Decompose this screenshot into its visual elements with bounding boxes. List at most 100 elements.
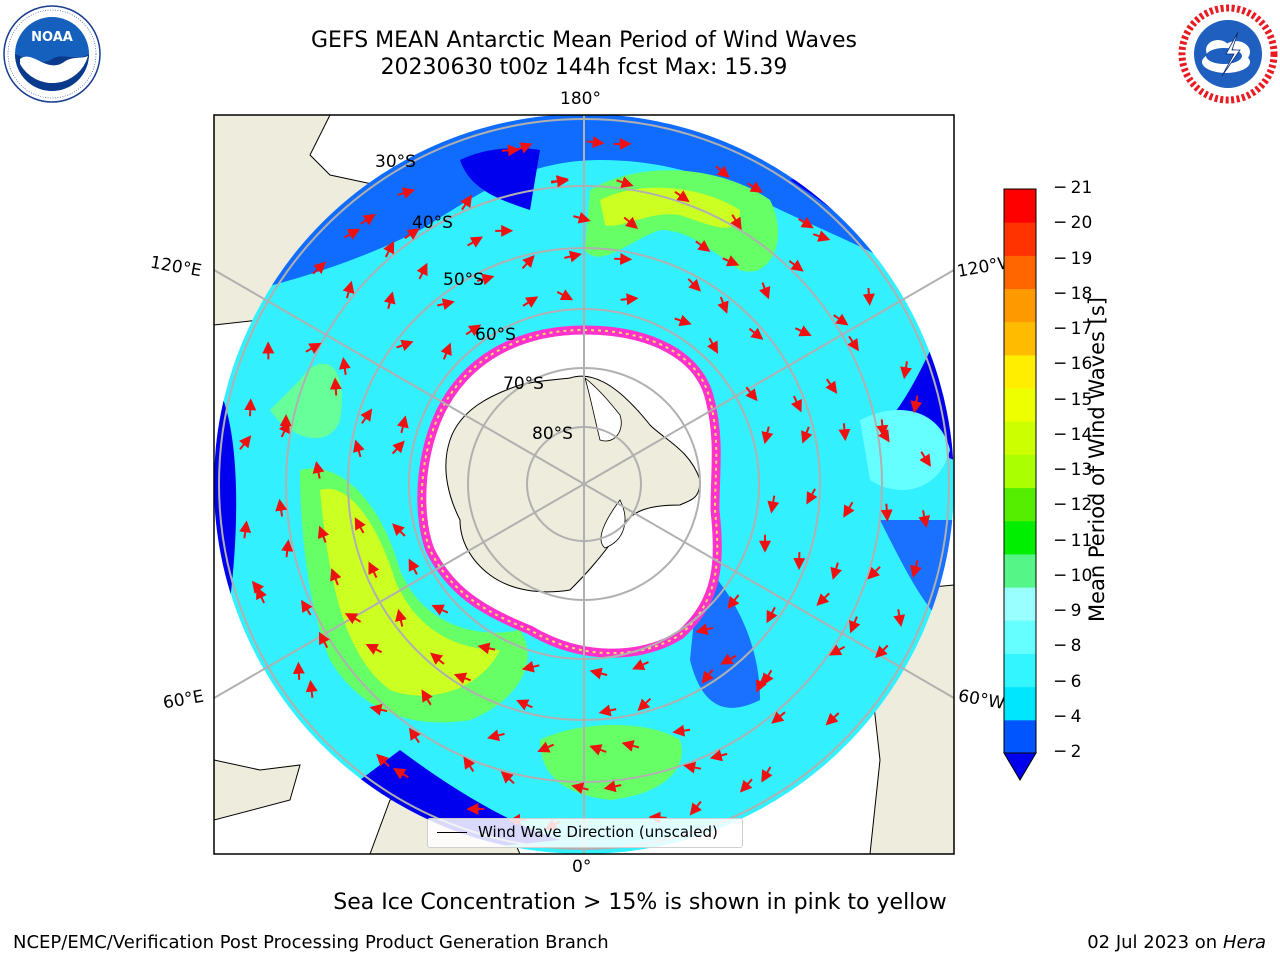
- wind-wave-arrow: [683, 761, 702, 774]
- wind-wave-arrow: [392, 523, 406, 537]
- wind-wave-arrow: [614, 253, 633, 266]
- lon-label-180: 180°: [560, 89, 601, 109]
- wind-wave-arrow: [880, 503, 893, 522]
- wind-wave-arrow: [404, 228, 420, 240]
- wind-wave-arrow: [717, 296, 729, 314]
- wind-wave-arrow: [244, 398, 257, 417]
- wind-wave-arrow: [794, 325, 812, 337]
- legend-label: Wind Wave Direction (unscaled): [478, 823, 718, 841]
- wind-wave-arrow: [767, 495, 780, 514]
- wind-wave-arrow: [383, 291, 396, 310]
- wind-wave-arrow: [365, 643, 383, 655]
- colorbar-under-arrow: [1003, 752, 1037, 781]
- colorbar: [1003, 188, 1037, 781]
- wind-wave-arrow: [918, 510, 931, 528]
- colorbar-tick-label: ─ 2: [1055, 742, 1082, 762]
- wind-wave-arrow: [397, 187, 416, 199]
- chart-subtitle: 20230630 t00z 144h fcst Max: 15.39: [380, 55, 788, 80]
- wind-wave-arrow: [440, 342, 452, 360]
- wind-wave-arrow: [910, 395, 923, 414]
- colorbar-segment: [1004, 553, 1036, 588]
- wind-wave-arrow: [695, 239, 711, 252]
- wind-wave-arrow: [305, 679, 318, 698]
- colorbar-tick-label: ─ 19: [1055, 248, 1093, 269]
- wind-wave-arrow: [465, 324, 482, 337]
- colorbar-tick-label: ─ 16: [1055, 354, 1093, 375]
- wind-wave-arrow: [720, 653, 737, 665]
- lat-label-60s: 60°S: [475, 325, 516, 345]
- colorbar-segment: [1004, 719, 1036, 754]
- colorbar-segment: [1004, 520, 1036, 555]
- wind-wave-arrow: [621, 740, 640, 752]
- wind-wave-arrow: [813, 230, 831, 242]
- colorbar-segment: [1004, 421, 1036, 455]
- wind-wave-arrow: [430, 652, 445, 665]
- wind-wave-arrow: [816, 592, 830, 606]
- lat-label-40s: 40°S: [412, 213, 453, 233]
- colorbar-segment: [1004, 222, 1036, 256]
- wind-wave-arrow: [516, 699, 533, 711]
- colorbar-tick-label: ─ 14: [1055, 424, 1093, 445]
- wind-wave-arrow: [648, 811, 667, 824]
- colorbar-tick-label: ─ 4: [1055, 706, 1082, 727]
- wind-wave-arrow: [788, 259, 804, 272]
- wind-wave-arrow: [564, 250, 582, 263]
- wind-wave-arrow: [521, 255, 535, 269]
- wind-wave-arrow: [501, 144, 520, 157]
- wind-wave-arrow: [747, 181, 763, 193]
- wind-wave-arrow: [843, 501, 855, 518]
- wind-wave-arrow: [573, 211, 591, 224]
- wind-wave-arrow: [919, 451, 931, 467]
- wind-wave-arrow: [833, 313, 849, 326]
- wind-wave-arrow: [709, 749, 728, 762]
- wind-wave-arrow: [828, 644, 846, 656]
- wind-wave-arrow: [392, 768, 409, 780]
- wind-wave-arrow: [825, 712, 840, 726]
- wind-wave-arrow: [281, 539, 294, 558]
- wind-wave-arrow: [632, 659, 649, 671]
- wind-wave-arrow: [376, 753, 390, 768]
- colorbar-tick-label: ─ 11: [1055, 530, 1093, 551]
- colorbar-tick-label: ─ 15: [1055, 389, 1093, 410]
- wind-wave-arrow: [383, 240, 395, 258]
- colorbar-segment: [1004, 620, 1036, 654]
- colorbar-segment: [1004, 388, 1036, 422]
- colorbar-segment: [1004, 653, 1036, 688]
- colorbar-segment: [1004, 487, 1036, 522]
- colorbar-tick-label: ─ 17: [1055, 319, 1093, 339]
- wind-wave-arrow: [761, 766, 773, 783]
- colorbar-tick-label: ─ 10: [1055, 565, 1093, 586]
- wind-wave-arrow: [598, 704, 617, 717]
- wind-wave-arrow: [467, 236, 484, 248]
- wind-wave-arrow: [360, 408, 373, 424]
- wind-wave-arrow: [279, 414, 292, 433]
- colorbar-segment: [1004, 454, 1036, 489]
- wind-wave-arrow: [329, 377, 342, 396]
- wind-wave-arrow: [421, 689, 433, 706]
- wind-wave-arrow: [715, 165, 730, 178]
- wind-wave-arrow: [674, 190, 690, 203]
- wind-wave-arrow: [755, 675, 767, 693]
- wind-wave-arrow: [759, 282, 771, 300]
- colorbar-tick-label: ─ 18: [1055, 283, 1093, 304]
- wind-wave-arrow: [338, 356, 351, 375]
- wind-wave-arrow: [862, 287, 875, 306]
- wind-wave-arrow: [761, 426, 774, 445]
- wind-wave-arrow: [500, 771, 515, 785]
- colorbar-tick-label: ─ 8: [1055, 636, 1082, 657]
- wind-wave-arrow: [330, 568, 342, 586]
- wind-wave-arrow: [589, 667, 608, 680]
- wind-wave-arrow: [354, 517, 366, 534]
- wind-wave-arrow: [431, 604, 449, 616]
- wind-wave-arrow: [687, 278, 702, 292]
- wind-wave-arrow: [722, 255, 740, 267]
- wind-wave-arrow: [701, 668, 714, 684]
- wind-wave-arrow: [801, 426, 813, 444]
- wind-wave-arrow: [878, 426, 890, 443]
- wind-wave-arrow: [537, 741, 555, 753]
- wind-wave-arrow: [408, 727, 421, 744]
- wind-wave-arrow: [416, 262, 428, 280]
- colorbar-tick-label: ─ 12: [1055, 495, 1093, 516]
- wind-wave-arrow: [798, 216, 814, 229]
